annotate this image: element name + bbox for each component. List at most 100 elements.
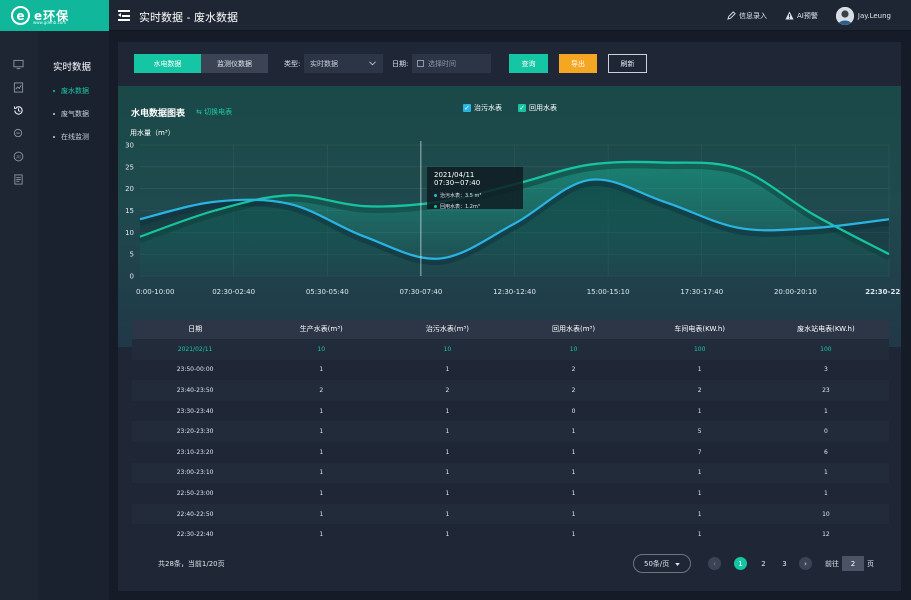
line-chart: 用水量（m³） 0 5 10 15 20 25 30 0:00-10:00 02:30-02:40…: [125, 128, 901, 296]
column-header[interactable]: 生产水表(m³): [258, 319, 385, 339]
table-cell: 100: [762, 339, 889, 360]
column-header[interactable]: 治污水表(m³): [384, 319, 511, 339]
date-picker-input[interactable]: 选择时间: [412, 54, 491, 73]
monitor-icon[interactable]: [13, 59, 24, 70]
switch-meter-link[interactable]: ⇆ 切换电表: [196, 108, 233, 116]
table-cell: 1: [762, 400, 889, 422]
data-source-tabs: 水电数据 监测仪数据: [134, 54, 268, 73]
table-row[interactable]: 23:00-23:10 1 1 1 1 1: [132, 462, 889, 484]
table-row[interactable]: 23:40-23:50 2 2 2 2 23: [132, 380, 889, 401]
prev-page-button[interactable]: ‹: [708, 557, 721, 570]
tab-power-data[interactable]: 水电数据: [134, 54, 201, 73]
x-tick-label: 0:00-10:00: [136, 288, 174, 296]
bullet-icon: [53, 136, 55, 138]
filter-bar: 水电数据 监测仪数据 类型: 实时数据 日期: 选择时间 查询 导出 刷新: [118, 42, 901, 86]
table-cell: 6: [762, 441, 889, 463]
info-entry-button[interactable]: 信息录入: [727, 11, 767, 21]
table-row[interactable]: 22:30-22:40 1 1 1 1 12: [132, 524, 889, 545]
type-select[interactable]: 实时数据: [304, 54, 383, 73]
subnav-item-label: 废水数据: [61, 87, 89, 95]
table-row[interactable]: 23:10-23:20 1 1 1 7 6: [132, 441, 889, 463]
tooltip-row-text: 治污水表：3.5 m³: [440, 193, 482, 199]
table-cell: 2: [384, 380, 511, 401]
search-icon[interactable]: [13, 128, 24, 139]
table-body: 2021/02/11 10 10 10 100 100 23:50-00:00 1 1 2 1 3 23…: [132, 339, 889, 545]
page-button-1[interactable]: 1: [734, 557, 747, 570]
user-name[interactable]: Jay.Leung: [857, 11, 891, 20]
table-cell: 0: [762, 421, 889, 442]
document-icon[interactable]: [13, 174, 24, 185]
query-button[interactable]: 查询: [509, 54, 548, 73]
ai-icon[interactable]: AI: [13, 151, 24, 162]
page-button-3[interactable]: 3: [782, 559, 787, 568]
menu-toggle-icon[interactable]: [118, 10, 130, 21]
y-tick-label: 30: [125, 142, 134, 150]
table-row[interactable]: 23:30-23:40 1 1 0 1 1: [132, 400, 889, 422]
logo[interactable]: e e环保 www.gdehb.com: [0, 0, 109, 31]
bullet-icon: [53, 90, 55, 92]
jump-page-input[interactable]: 2: [842, 556, 864, 571]
chart-area: 用水量（m³） 0 5 10 15 20 25 30 0:00-10:00 02:30-02:40…: [118, 86, 901, 347]
page-title: 实时数据 - 废水数据: [139, 11, 238, 24]
legend-item-reuse-meter[interactable]: ✓ 回用水表: [518, 103, 557, 113]
next-page-button[interactable]: ›: [799, 557, 812, 570]
table-cell: 1: [636, 359, 763, 381]
avatar[interactable]: [835, 6, 854, 25]
series-shadow: [139, 180, 890, 266]
table-row[interactable]: 23:50-00:00 1 1 2 1 3: [132, 359, 889, 381]
series-dot-icon: [434, 205, 437, 208]
subnav-item-wastewater[interactable]: 废水数据: [53, 86, 89, 96]
top-bar: e e环保 www.gdehb.com 实时数据 - 废水数据 信息录入 AI预…: [0, 0, 911, 31]
table-cell: 3: [762, 359, 889, 381]
svg-text:AI: AI: [16, 154, 20, 160]
series-line-sewage-meter: [139, 178, 890, 260]
x-tick-label: 15:00-15:10: [587, 288, 630, 296]
tooltip-title: 2021/04/11 07:30~07:40: [434, 171, 481, 187]
table-cell: 23:30-23:40: [132, 400, 259, 422]
info-entry-label: 信息录入: [739, 11, 768, 20]
y-tick-label: 10: [125, 229, 134, 237]
table-row[interactable]: 23:20-23:30 1 1 1 5 0: [132, 421, 889, 442]
page-button-2[interactable]: 2: [761, 559, 766, 568]
column-header[interactable]: 车间电表(KW.h): [636, 319, 763, 339]
column-header[interactable]: 日期: [132, 319, 259, 339]
legend-item-sewage-meter[interactable]: ✓ 治污水表: [463, 103, 502, 113]
pagination-total: 共28条，当前1/20页: [158, 560, 225, 568]
table-cell: 1: [636, 483, 763, 504]
date-placeholder: 选择时间: [428, 59, 456, 68]
table-cell: 1: [384, 524, 511, 545]
column-header[interactable]: 回用水表(m³): [510, 319, 637, 339]
table-cell: 1: [258, 503, 385, 525]
sub-navigation: 实时数据 废水数据 废气数据 在线监测: [38, 31, 109, 600]
data-table-wrapper: 日期 生产水表(m³) 治污水表(m³) 回用水表(m³) 车间电表(KW.h)…: [132, 319, 889, 545]
ai-alert-button[interactable]: AI预警: [785, 11, 818, 21]
table-row[interactable]: 2021/02/11 10 10 10 100 100: [132, 339, 889, 360]
tab-monitor-data[interactable]: 监测仪数据: [201, 54, 268, 73]
table-cell: 1: [258, 421, 385, 442]
table-cell: 1: [384, 421, 511, 442]
table-cell: 0: [510, 400, 637, 422]
table-cell: 2: [510, 380, 637, 401]
table-cell: 1: [510, 462, 637, 484]
table-cell: 23:50-00:00: [132, 359, 259, 381]
table-cell: 1: [384, 462, 511, 484]
table-cell: 1: [258, 441, 385, 463]
table-row[interactable]: 22:40-22:50 1 1 1 1 10: [132, 503, 889, 525]
refresh-button[interactable]: 刷新: [608, 54, 647, 73]
table-cell: 1: [258, 524, 385, 545]
table-row[interactable]: 22:50-23:00 1 1 1 1 1: [132, 483, 889, 504]
column-header[interactable]: 废水站电表(KW.h): [762, 319, 889, 339]
export-button[interactable]: 导出: [559, 54, 597, 73]
icon-rail: AI: [0, 31, 38, 600]
report-icon[interactable]: [13, 82, 24, 93]
subnav-item-online-monitoring[interactable]: 在线监测: [53, 132, 89, 142]
top-actions: 信息录入 AI预警 Jay.Leung: [727, 0, 911, 31]
table-cell: 1: [258, 400, 385, 422]
table-cell: 100: [636, 339, 763, 360]
subnav-item-exhaust-gas[interactable]: 废气数据: [53, 109, 89, 119]
x-tick-label: 05:30-05:40: [306, 288, 349, 296]
calendar-icon: [417, 60, 424, 67]
page-size-select[interactable]: 50条/页: [633, 554, 691, 573]
history-icon[interactable]: [13, 105, 24, 116]
jump-label: 前往: [825, 560, 839, 568]
